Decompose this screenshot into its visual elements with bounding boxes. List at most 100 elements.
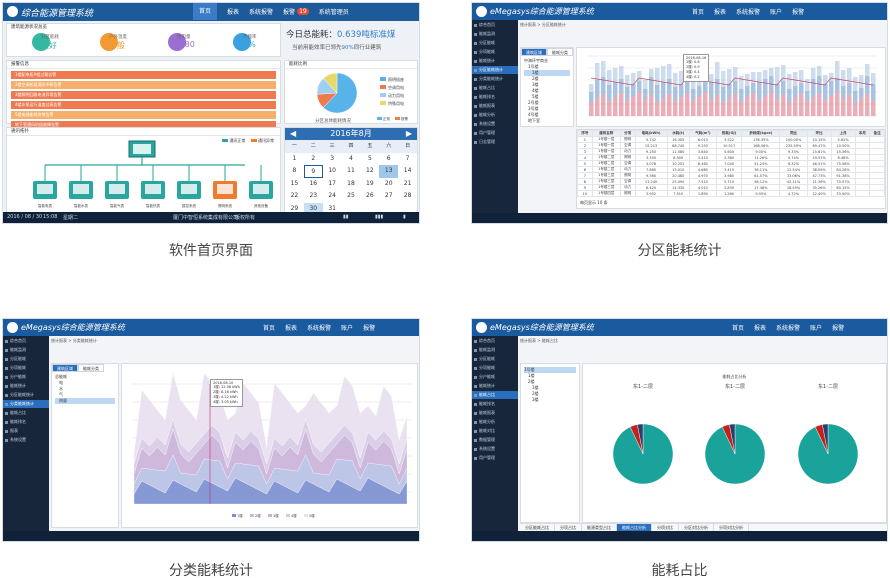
calendar-day[interactable]: 18: [347, 179, 355, 187]
bar-segment[interactable]: [697, 86, 702, 96]
sidebar-item[interactable]: 分区能耗: [472, 39, 518, 47]
sidebar-item[interactable]: 分区能耗: [472, 355, 518, 363]
bar-segment[interactable]: [871, 101, 876, 116]
sidebar-item[interactable]: 综合首页: [3, 337, 49, 345]
tree-node[interactable]: 1楼: [524, 70, 570, 76]
bar-segment[interactable]: [613, 82, 618, 97]
bar-segment[interactable]: [847, 68, 852, 83]
legend-label[interactable]: 3楼: [273, 513, 279, 518]
bar-segment[interactable]: [625, 100, 630, 116]
sidebar-item[interactable]: 能耗占比: [472, 391, 518, 399]
calendar-day[interactable]: 24: [328, 192, 336, 199]
tree-node[interactable]: 电: [59, 380, 63, 385]
sidebar-item[interactable]: 分类能耗统计: [472, 75, 518, 83]
sidebar-item[interactable]: 分项能耗: [472, 364, 518, 372]
sidebar-item[interactable]: 日志管理: [472, 138, 518, 146]
bar-segment[interactable]: [835, 61, 840, 78]
bar-segment[interactable]: [847, 95, 852, 116]
sidebar-item[interactable]: 能耗报表: [472, 102, 518, 110]
sidebar-item[interactable]: 系统设置: [472, 120, 518, 128]
bar-segment[interactable]: [679, 71, 684, 84]
tab-energy-category[interactable]: 能耗分类: [78, 364, 104, 372]
bar-segment[interactable]: [853, 77, 858, 91]
bar-segment[interactable]: [829, 81, 834, 96]
calendar-day[interactable]: 16: [309, 179, 318, 187]
tab-building-area[interactable]: 建筑区域: [521, 48, 547, 56]
bar-segment[interactable]: [589, 92, 594, 102]
bar-segment[interactable]: [595, 80, 600, 98]
bar-segment[interactable]: [613, 97, 618, 116]
alarm-item[interactable]: 地下室通风机组故障告警: [11, 121, 276, 129]
bar-segment[interactable]: [757, 100, 762, 116]
prev-month-icon[interactable]: ◀: [290, 129, 297, 138]
legend-label[interactable]: 2楼: [255, 513, 261, 518]
bar-segment[interactable]: [727, 84, 732, 98]
bar-segment[interactable]: [757, 82, 762, 100]
alarm-item[interactable]: 3楼照明回路电流异常告警: [11, 91, 276, 99]
bar-segment[interactable]: [757, 72, 762, 82]
bar-segment[interactable]: [661, 82, 666, 98]
sidebar-item[interactable]: 系统设置: [3, 436, 49, 444]
bar-segment[interactable]: [673, 101, 678, 116]
calendar-day[interactable]: 1: [292, 154, 297, 162]
tree-node[interactable]: 4楼: [532, 88, 539, 93]
tree-node[interactable]: 2楼: [532, 76, 539, 81]
calendar-day[interactable]: 22: [290, 192, 299, 199]
legend-label[interactable]: 4楼: [291, 513, 297, 518]
alarm-item[interactable]: 4楼水泵运行温度过高告警: [11, 101, 276, 109]
bar-segment[interactable]: [595, 98, 600, 116]
bar-segment[interactable]: [649, 95, 654, 116]
tab-energy-category[interactable]: 能耗分类: [547, 48, 573, 56]
tree-node[interactable]: 5楼: [532, 94, 539, 99]
bar-segment[interactable]: [799, 70, 804, 83]
bar-segment[interactable]: [661, 98, 666, 116]
bar-segment[interactable]: [763, 79, 768, 96]
bar-segment[interactable]: [673, 73, 678, 87]
bar-segment[interactable]: [715, 79, 720, 95]
calendar-day[interactable]: 27: [384, 192, 393, 199]
sidebar-item[interactable]: 能耗监测: [3, 346, 49, 354]
calendar-day[interactable]: 15: [290, 179, 299, 187]
bar-segment[interactable]: [721, 87, 726, 102]
table-row[interactable]: 7 1号楼三层 照明 9.360 20.480 4.970 3.980 61.57% 33.06…: [577, 172, 885, 179]
bar-segment[interactable]: [601, 94, 606, 116]
bar-segment[interactable]: [733, 81, 738, 94]
bar-segment[interactable]: [691, 100, 696, 116]
calendar-day[interactable]: 3: [330, 154, 335, 162]
bar-segment[interactable]: [841, 70, 846, 86]
bar-segment[interactable]: [739, 89, 744, 101]
nav-report[interactable]: 报表: [227, 9, 240, 16]
bar-segment[interactable]: [697, 96, 702, 116]
bar-segment[interactable]: [625, 87, 630, 100]
bar-segment[interactable]: [685, 93, 690, 116]
bar-segment[interactable]: [793, 86, 798, 98]
bar-segment[interactable]: [799, 94, 804, 116]
nav-alarm[interactable]: 报警: [832, 325, 845, 332]
bar-segment[interactable]: [823, 84, 828, 100]
bar-segment[interactable]: [769, 68, 774, 76]
bar-segment[interactable]: [811, 68, 816, 79]
calendar-day[interactable]: 31: [328, 204, 336, 212]
alarm-item[interactable]: 1楼配电柜A相过载告警: [11, 71, 276, 79]
bar-segment[interactable]: [649, 77, 654, 95]
sidebar-item[interactable]: 能耗监测: [472, 346, 518, 354]
bar-segment[interactable]: [763, 96, 768, 116]
bar-segment[interactable]: [805, 101, 810, 116]
bar-segment[interactable]: [745, 86, 750, 97]
bar-segment[interactable]: [871, 73, 876, 84]
bar-segment[interactable]: [691, 89, 696, 100]
bar-segment[interactable]: [751, 83, 756, 93]
tree-node[interactable]: 总能耗: [55, 374, 67, 379]
bar-segment[interactable]: [787, 89, 792, 102]
tree-node[interactable]: 1号楼: [528, 64, 539, 69]
sidebar-item[interactable]: 分户能耗: [3, 373, 49, 381]
bar-segment[interactable]: [715, 95, 720, 116]
bar-segment[interactable]: [631, 84, 636, 96]
nav-alarm[interactable]: 报警: [363, 325, 376, 332]
bar-segment[interactable]: [703, 92, 708, 116]
nav-alarm[interactable]: 报警: [792, 9, 805, 16]
calendar-day[interactable]: 11: [347, 167, 355, 174]
bar-segment[interactable]: [799, 83, 804, 94]
tree-node[interactable]: 1楼: [532, 385, 539, 390]
bar-segment[interactable]: [733, 67, 738, 81]
